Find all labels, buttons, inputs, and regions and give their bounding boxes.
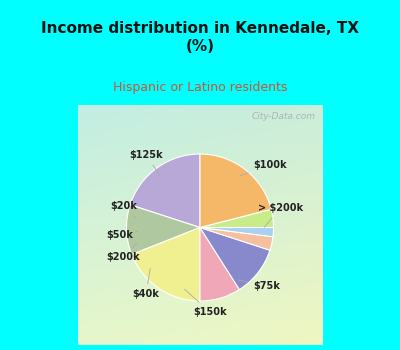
Text: $50k: $50k (106, 230, 138, 240)
Wedge shape (132, 228, 200, 301)
Text: $75k: $75k (238, 280, 280, 291)
Text: Hispanic or Latino residents: Hispanic or Latino residents (113, 82, 287, 95)
Wedge shape (200, 228, 270, 289)
Wedge shape (130, 154, 200, 228)
Wedge shape (126, 205, 200, 254)
Wedge shape (200, 228, 274, 237)
Text: > $200k: > $200k (258, 203, 303, 228)
Wedge shape (200, 228, 273, 250)
Wedge shape (200, 228, 239, 301)
Wedge shape (200, 209, 274, 228)
Text: $200k: $200k (107, 243, 140, 262)
Text: $20k: $20k (110, 201, 137, 218)
Text: $150k: $150k (185, 289, 227, 317)
Text: Income distribution in Kennedale, TX
(%): Income distribution in Kennedale, TX (%) (41, 21, 359, 54)
Text: $100k: $100k (239, 160, 287, 176)
Text: $40k: $40k (133, 268, 160, 299)
Wedge shape (200, 154, 271, 228)
Text: $125k: $125k (129, 150, 163, 176)
Text: City-Data.com: City-Data.com (251, 112, 315, 121)
